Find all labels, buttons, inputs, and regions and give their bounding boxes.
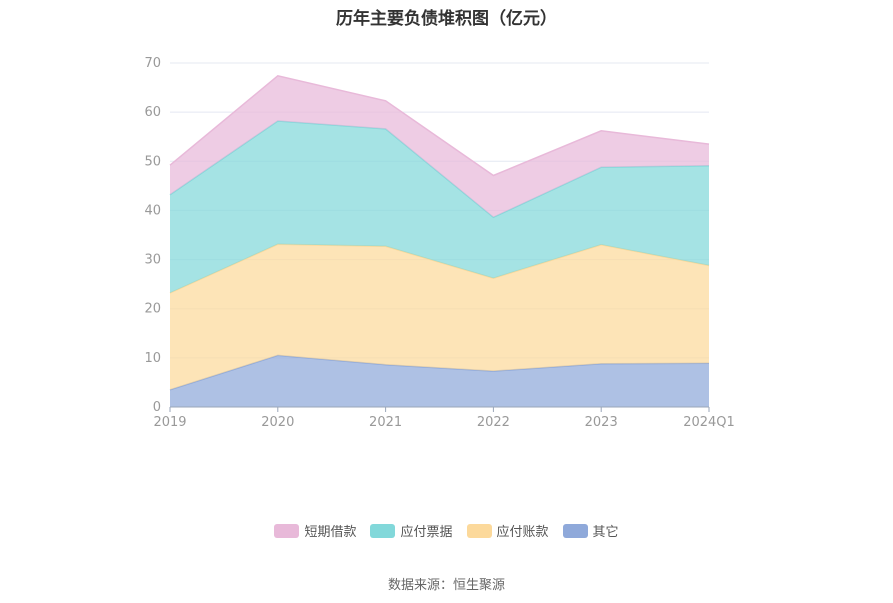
x-tick-label: 2022 <box>477 415 510 430</box>
series-line-4 <box>169 74 710 177</box>
legend-swatch <box>466 523 492 538</box>
y-tick-label: 10 <box>144 351 161 366</box>
y-tick-label: 20 <box>144 302 161 317</box>
y-tick-label: 60 <box>144 105 161 120</box>
area-series-layer <box>169 74 710 407</box>
x-axis-tick-labels: 2019 2020 2021 2022 2023 2024Q1 <box>153 415 734 430</box>
x-axis <box>169 406 710 412</box>
area-2 <box>170 244 709 390</box>
x-tick-label: 2021 <box>369 415 402 430</box>
legend: 短期借款 应付票据 应付账款 其它 <box>0 521 893 540</box>
y-tick-label: 70 <box>144 56 161 71</box>
x-tick-label: 2020 <box>261 415 294 430</box>
x-tick-label: 2024Q1 <box>683 415 735 430</box>
legend-label: 短期借款 <box>304 525 357 540</box>
legend-item[interactable]: 短期借款 <box>274 521 356 540</box>
chart-title: 历年主要负债堆积图（亿元） <box>336 9 557 29</box>
y-tick-label: 30 <box>144 253 161 268</box>
x-tick-label: 2019 <box>153 415 186 430</box>
legend-item[interactable]: 其它 <box>562 521 619 540</box>
area-4 <box>170 75 709 218</box>
area-1 <box>170 355 709 407</box>
y-axis-tick-labels: 0 10 20 30 40 50 60 70 <box>144 56 161 415</box>
legend-item[interactable]: 应付票据 <box>370 521 453 540</box>
legend-label: 应付票据 <box>400 525 453 540</box>
legend-label: 其它 <box>592 525 619 540</box>
y-tick-label: 0 <box>153 400 161 415</box>
data-source-note: 数据来源：恒生聚源 <box>387 578 505 593</box>
x-tick-label: 2023 <box>585 415 618 430</box>
y-tick-label: 50 <box>144 154 161 169</box>
legend-item[interactable]: 应付账款 <box>466 521 549 540</box>
area-3 <box>170 121 709 293</box>
legend-swatch <box>274 523 300 538</box>
legend-swatch <box>370 523 396 538</box>
legend-swatch <box>562 523 588 538</box>
series-line-3 <box>169 120 710 219</box>
y-tick-label: 40 <box>144 203 161 218</box>
legend-label: 应付账款 <box>496 525 549 540</box>
